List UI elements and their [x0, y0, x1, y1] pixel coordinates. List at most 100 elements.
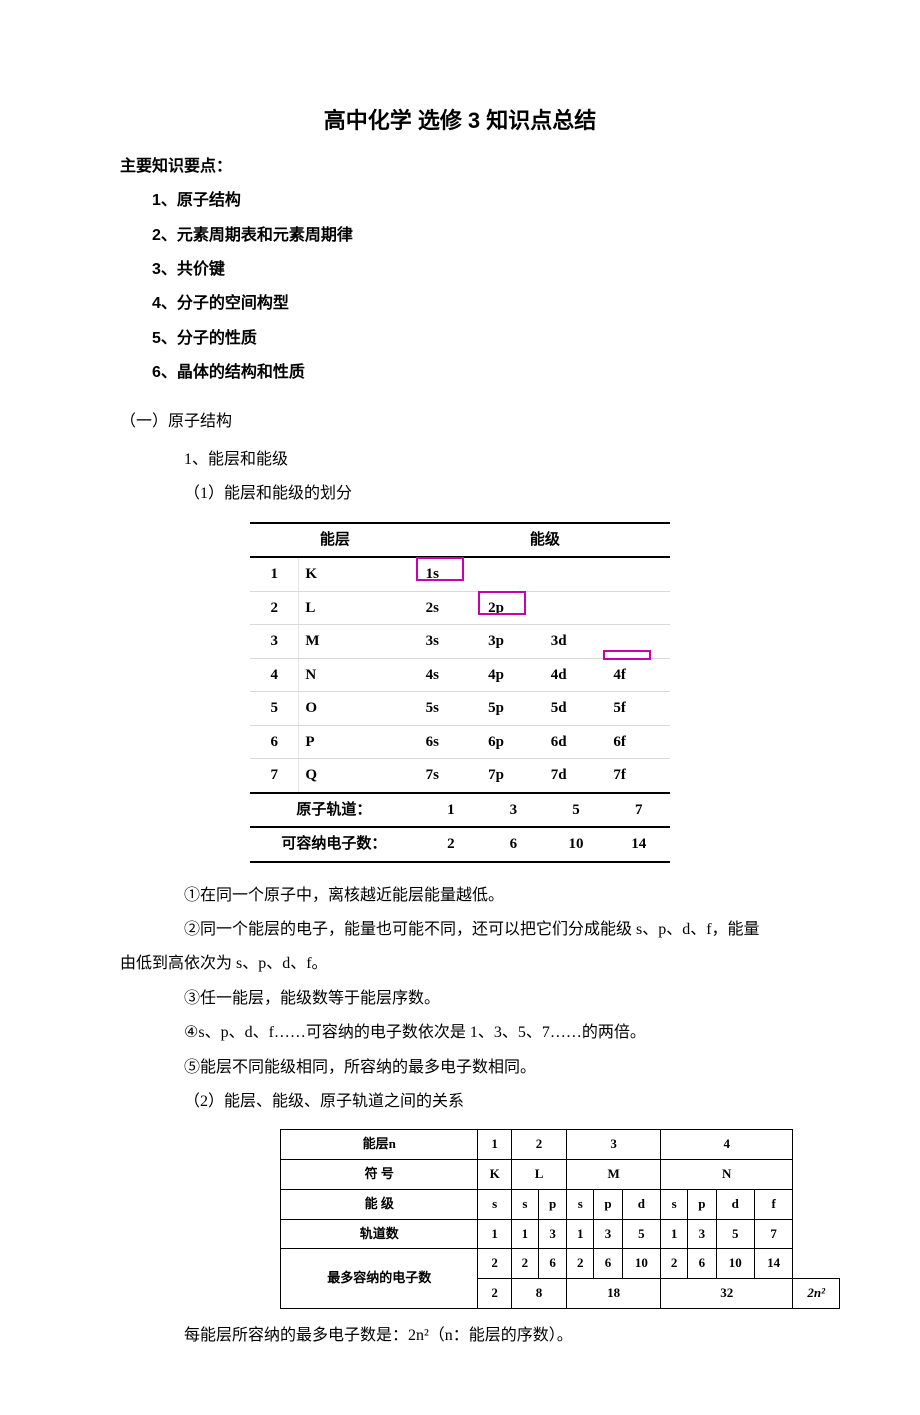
cell-level: 4p	[482, 658, 545, 692]
cell-level	[545, 557, 608, 591]
cell: 3	[567, 1130, 661, 1160]
cell-n: 5	[250, 692, 299, 726]
cell-level: 6d	[545, 725, 608, 759]
cell-level: 3s	[420, 625, 482, 659]
cell: p	[688, 1189, 716, 1219]
document-page: 高中化学 选修 3 知识点总结 主要知识要点： 1、原子结构 2、元素周期表和元…	[0, 0, 920, 1415]
cell-n: 6	[250, 725, 299, 759]
cell: 6	[594, 1249, 622, 1279]
toc-item: 5、分子的性质	[120, 324, 800, 354]
main-points-label: 主要知识要点：	[120, 152, 800, 182]
foot-cell: 10	[545, 827, 608, 862]
cell: 8	[511, 1278, 566, 1308]
cell-shell: P	[299, 725, 420, 759]
cell-level: 5d	[545, 692, 608, 726]
cell: s	[511, 1189, 538, 1219]
cell-shell: Q	[299, 759, 420, 793]
foot-cell: 7	[607, 793, 670, 828]
table1-header-shell: 能层	[250, 523, 420, 558]
cell: K	[478, 1160, 511, 1190]
note: ②同一个能层的电子，能量也可能不同，还可以把它们分成能级 s、p、d、f，能量	[120, 915, 800, 945]
cell-level: 3d	[545, 625, 608, 659]
table-row: 最多容纳的电子数 2 2 6 2 6 10 2 6 10 14	[281, 1249, 840, 1279]
foot-cell: 6	[482, 827, 545, 862]
foot-cell: 1	[420, 793, 482, 828]
cell: 1	[478, 1219, 511, 1249]
cell: 4	[661, 1130, 793, 1160]
cell: 10	[716, 1249, 754, 1279]
cell: 6	[538, 1249, 566, 1279]
cell-level: 5p	[482, 692, 545, 726]
cell-level: 7p	[482, 759, 545, 793]
cell: s	[478, 1189, 511, 1219]
cell-text: 1s	[426, 566, 439, 582]
cell-shell: K	[299, 557, 420, 591]
table1-header-level: 能级	[420, 523, 670, 558]
cell: 6	[688, 1249, 716, 1279]
cell-n: 7	[250, 759, 299, 793]
toc-item: 4、分子的空间构型	[120, 289, 800, 319]
cell: 3	[538, 1219, 566, 1249]
cell-n: 2	[250, 591, 299, 625]
cell-level: 7s	[420, 759, 482, 793]
cell-level	[607, 557, 670, 591]
cell: s	[661, 1189, 688, 1219]
cell: 2	[661, 1249, 688, 1279]
foot-cell: 14	[607, 827, 670, 862]
footnote: 每能层所容纳的最多电子数是：2n²（n：能层的序数）。	[120, 1321, 800, 1351]
table-row: 5 O 5s 5p 5d 5f	[250, 692, 670, 726]
row-label: 能层n	[281, 1130, 478, 1160]
cell: 7	[754, 1219, 792, 1249]
toc-item: 3、共价键	[120, 255, 800, 285]
cell: d	[716, 1189, 754, 1219]
table-row: 2 L 2s 2p	[250, 591, 670, 625]
cell: L	[511, 1160, 566, 1190]
relationship-table: 能层n 1 2 3 4 符 号 K L M N 能 级 s s p s p	[280, 1129, 840, 1308]
cell-level	[482, 557, 545, 591]
table-row: 能层n 1 2 3 4	[281, 1130, 840, 1160]
cell-n: 3	[250, 625, 299, 659]
cell: 10	[622, 1249, 660, 1279]
row-label: 轨道数	[281, 1219, 478, 1249]
note: ③任一能层，能级数等于能层序数。	[120, 984, 800, 1014]
cell-formula: 2n²	[793, 1278, 840, 1308]
cell: p	[594, 1189, 622, 1219]
cell: 2	[567, 1249, 594, 1279]
toc-item: 2、元素周期表和元素周期律	[120, 221, 800, 251]
cell-level: 6p	[482, 725, 545, 759]
cell-shell: N	[299, 658, 420, 692]
toc-item: 6、晶体的结构和性质	[120, 358, 800, 388]
cell: 1	[567, 1219, 594, 1249]
section-heading: （一）原子结构	[120, 407, 800, 437]
cell: N	[661, 1160, 793, 1190]
subheading: （2）能层、能级、原子轨道之间的关系	[120, 1087, 800, 1117]
cell-level: 4s	[420, 658, 482, 692]
foot-cell: 5	[545, 793, 608, 828]
cell: d	[622, 1189, 660, 1219]
cell-level: 4d	[545, 658, 608, 692]
cell-level: 5f	[607, 692, 670, 726]
cell-level: 7d	[545, 759, 608, 793]
table-row: 原子轨道： 1 3 5 7	[250, 793, 670, 828]
cell-level	[607, 625, 670, 659]
cell-shell: L	[299, 591, 420, 625]
table-row: 轨道数 1 1 3 1 3 5 1 3 5 7	[281, 1219, 840, 1249]
cell-n: 1	[250, 557, 299, 591]
cell-level: 1s	[420, 557, 482, 591]
cell: 5	[622, 1219, 660, 1249]
cell: 18	[567, 1278, 661, 1308]
cell: 3	[594, 1219, 622, 1249]
foot-cell: 2	[420, 827, 482, 862]
row-label: 最多容纳的电子数	[281, 1249, 478, 1308]
cell-level	[545, 591, 608, 625]
table-row: 可容纳电子数： 2 6 10 14	[250, 827, 670, 862]
foot-label: 原子轨道：	[250, 793, 420, 828]
note: ⑤能层不同能级相同，所容纳的最多电子数相同。	[120, 1053, 800, 1083]
cell: 32	[661, 1278, 793, 1308]
highlight-box	[416, 557, 464, 581]
cell: p	[538, 1189, 566, 1219]
cell: 1	[511, 1219, 538, 1249]
note: 由低到高依次为 s、p、d、f。	[120, 949, 800, 979]
cell-level: 2s	[420, 591, 482, 625]
note: ①在同一个原子中，离核越近能层能量越低。	[120, 881, 800, 911]
